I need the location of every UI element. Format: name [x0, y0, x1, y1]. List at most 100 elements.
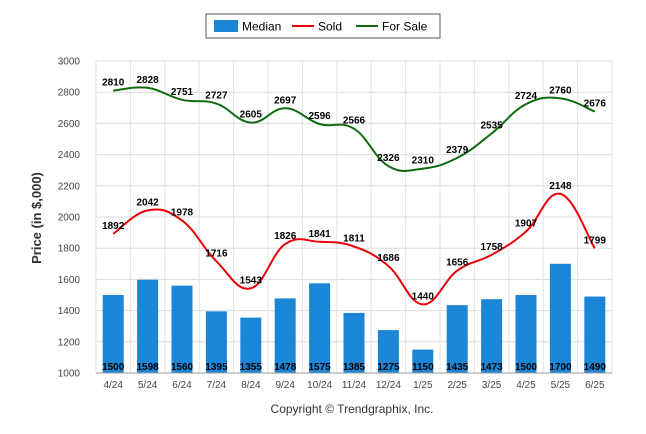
- axes: 1000 1200 1400 1600 1800 2000 2200 2400 2600 2800…: [58, 57, 612, 391]
- data-label-for-sale: 2724: [515, 91, 538, 102]
- data-label-for-sale: 2310: [412, 156, 435, 167]
- x-tick-label: 7/24: [207, 380, 227, 391]
- bar-median: [102, 295, 124, 373]
- data-label-median: 1385: [343, 362, 366, 373]
- data-label-median: 1560: [171, 362, 194, 373]
- x-tick-label: 5/24: [138, 380, 158, 391]
- data-label-sold: 1656: [446, 258, 469, 269]
- x-tick-label: 6/24: [172, 380, 192, 391]
- legend: Median Sold For Sale: [205, 13, 441, 39]
- data-label-median: 1500: [515, 362, 538, 373]
- x-tick-label: 11/24: [342, 380, 367, 391]
- y-tick-label: 1800: [58, 244, 81, 255]
- data-label-for-sale: 2379: [446, 145, 469, 156]
- bar-median: [377, 330, 399, 373]
- y-tick-label: 1600: [58, 275, 81, 286]
- bar-median: [240, 317, 262, 373]
- data-label-median: 1150: [412, 362, 434, 373]
- x-tick-label: 5/25: [551, 380, 571, 391]
- bar-median: [549, 263, 571, 373]
- data-label-for-sale: 2828: [136, 75, 159, 86]
- data-label-sold: 1811: [343, 233, 365, 244]
- y-tick-label: 1200: [58, 337, 81, 348]
- bar-median: [584, 296, 606, 373]
- data-label-sold: 1440: [412, 291, 435, 302]
- bar-median: [481, 299, 503, 373]
- data-label-for-sale: 2535: [480, 121, 503, 132]
- data-label-sold: 1686: [377, 253, 400, 264]
- x-tick-label: 4/24: [103, 380, 123, 391]
- y-tick-label: 1000: [58, 369, 81, 380]
- bar-median: [412, 349, 434, 373]
- y-tick-label: 2800: [58, 88, 81, 99]
- y-tick-label: 3000: [58, 57, 81, 68]
- data-label-median: 1478: [274, 362, 297, 373]
- data-label-sold: 1841: [308, 229, 331, 240]
- data-label-sold: 1892: [102, 221, 125, 232]
- data-label-for-sale: 2727: [205, 91, 228, 102]
- bar-median: [343, 312, 365, 373]
- data-label-median: 1500: [102, 362, 125, 373]
- data-label-for-sale: 2751: [171, 87, 194, 98]
- bar-median: [446, 305, 468, 373]
- line-sold: [112, 192, 596, 306]
- y-tick-label: 2000: [58, 213, 81, 224]
- legend-label-sold: Sold: [318, 20, 342, 34]
- legend-label-median: Median: [242, 20, 281, 34]
- x-tick-label: 4/25: [516, 380, 536, 391]
- line-for-sale: [113, 86, 596, 172]
- data-label-for-sale: 2697: [274, 95, 297, 106]
- x-tick-label: 3/25: [482, 380, 502, 391]
- data-label-for-sale: 2760: [549, 85, 572, 96]
- bar-median: [171, 285, 193, 373]
- x-tick-label: 2/25: [447, 380, 467, 391]
- x-tick-label: 10/24: [307, 380, 332, 391]
- data-label-sold: 1799: [584, 235, 607, 246]
- x-tick-label: 1/25: [413, 380, 433, 391]
- bar-median: [309, 283, 331, 373]
- y-axis-label: Price (in $,000): [29, 172, 44, 264]
- data-label-median: 1490: [584, 362, 607, 373]
- x-tick-label: 6/25: [585, 380, 605, 391]
- data-label-median: 1275: [377, 362, 400, 373]
- data-label-sold: 2148: [549, 181, 572, 192]
- data-label-sold: 1758: [480, 242, 503, 253]
- y-tick-label: 1400: [58, 306, 81, 317]
- data-label-median: 1355: [240, 362, 263, 373]
- y-tick-label: 2200: [58, 181, 81, 192]
- data-label-median: 1435: [446, 362, 469, 373]
- y-tick-label: 2600: [58, 119, 81, 130]
- data-label-sold: 1978: [171, 207, 194, 218]
- legend-swatch-median: [214, 20, 238, 32]
- copyright-text: Copyright © Trendgraphix, Inc.: [271, 402, 434, 416]
- data-label-for-sale: 2676: [584, 99, 607, 110]
- legend-box: [205, 13, 441, 39]
- data-label-median: 1575: [308, 362, 331, 373]
- y-tick-label: 2400: [58, 150, 81, 161]
- bars: [102, 263, 606, 373]
- bar-median: [515, 295, 537, 373]
- data-label-for-sale: 2810: [102, 78, 125, 89]
- data-label-sold: 1543: [240, 275, 263, 286]
- data-label-median: 1598: [136, 362, 159, 373]
- bar-median: [137, 279, 159, 373]
- grid: [95, 60, 613, 374]
- data-label-sold: 1826: [274, 231, 297, 242]
- x-tick-label: 9/24: [275, 380, 295, 391]
- data-label-sold: 1716: [205, 248, 228, 259]
- data-label-for-sale: 2605: [240, 110, 263, 121]
- bar-median: [274, 298, 296, 373]
- data-label-for-sale: 2326: [377, 153, 400, 164]
- data-label-median: 1700: [549, 362, 572, 373]
- data-label-for-sale: 2566: [343, 116, 366, 127]
- data-label-median: 1395: [205, 362, 228, 373]
- data-label-for-sale: 2596: [308, 111, 331, 122]
- x-tick-label: 12/24: [376, 380, 401, 391]
- lines: [112, 86, 596, 306]
- legend-label-for-sale: For Sale: [382, 20, 428, 34]
- x-tick-label: 8/24: [241, 380, 261, 391]
- data-label-median: 1473: [480, 362, 503, 373]
- bar-median: [205, 311, 227, 373]
